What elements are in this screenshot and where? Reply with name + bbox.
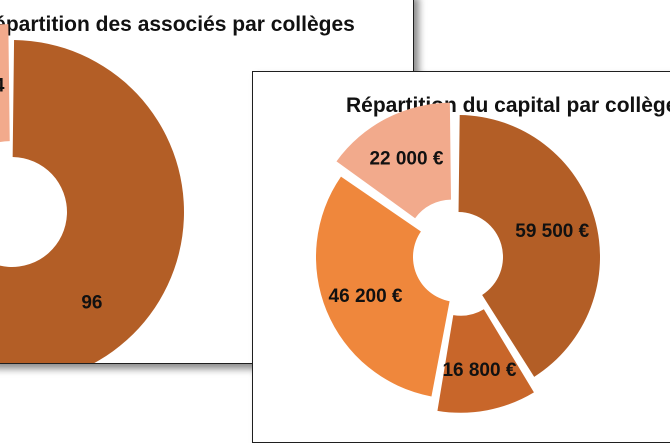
capital-data-label-1: 16 800 € [442,360,516,381]
donut-chart-capital: 59 500 € 16 800 € 46 200 € 22 000 € [316,102,600,413]
capital-data-label-2: 46 200 € [329,286,403,307]
donut-chart-associes: 9664 [0,24,184,363]
capital-slice-1 [437,309,534,413]
capital-data-label-3: 22 000 € [369,149,443,170]
chart-panel-capital: Répartition du capital par collèges 59 5… [252,71,670,443]
associes-data-label-0: 96 [81,293,102,314]
capital-slice-0 [458,115,600,377]
chart-title-associes: Répartition des associés par collèges [0,13,355,36]
associes-slice-0 [0,40,184,363]
associes-data-label-3: 4 [0,76,5,97]
capital-slice-2 [316,176,450,397]
capital-data-label-0: 59 500 € [515,221,589,242]
capital-slice-3 [336,102,452,219]
associes-slice-3 [0,24,10,143]
